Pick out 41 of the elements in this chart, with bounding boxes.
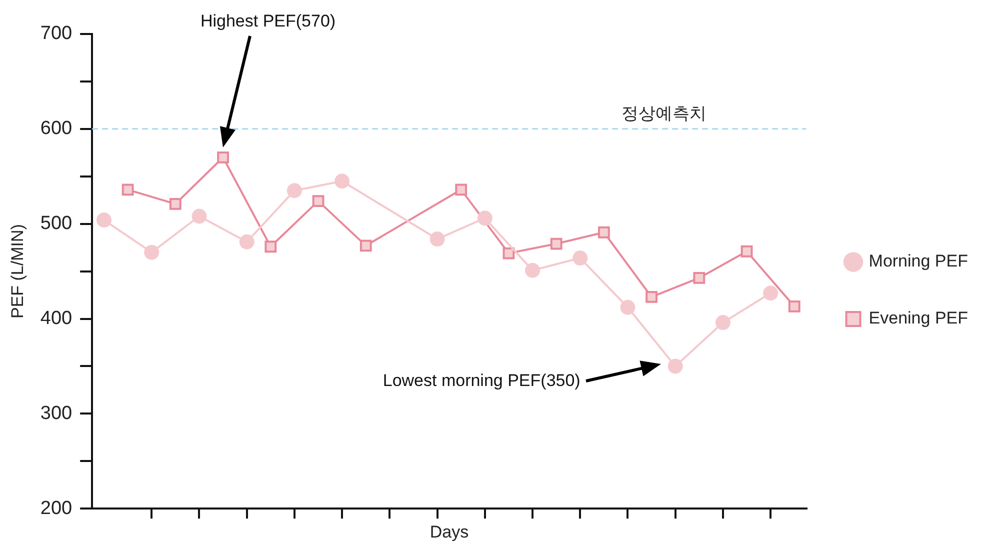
point xyxy=(740,245,753,258)
text: Highest PEF(570) xyxy=(200,12,336,31)
point xyxy=(122,184,134,196)
point xyxy=(620,300,636,315)
point xyxy=(169,198,182,210)
y-tick-label: 500 xyxy=(40,213,72,234)
point xyxy=(572,250,588,266)
point xyxy=(693,272,706,284)
point xyxy=(550,238,562,250)
point xyxy=(312,195,324,208)
point xyxy=(96,212,112,228)
ref-line-label: 정상예측치 xyxy=(621,104,706,124)
point xyxy=(334,174,350,189)
point xyxy=(264,240,277,253)
y-tick-label: 300 xyxy=(40,402,72,424)
legend-label: Evening PEF xyxy=(868,308,968,328)
point xyxy=(598,226,610,238)
point xyxy=(525,262,540,278)
point xyxy=(217,151,229,164)
y-tick-label: 700 xyxy=(40,23,72,44)
point xyxy=(239,234,254,250)
annotation: Lowest morning PEF(350) xyxy=(382,370,580,390)
point xyxy=(286,183,302,198)
x-axis-title: Days xyxy=(430,522,469,542)
y-tick-label: 200 xyxy=(40,498,72,519)
point xyxy=(502,247,515,260)
point xyxy=(430,232,445,247)
point xyxy=(477,210,492,226)
point xyxy=(763,286,778,301)
point xyxy=(360,240,372,252)
point xyxy=(646,290,658,303)
point xyxy=(788,300,800,312)
y-tick-label: 400 xyxy=(40,308,72,329)
point xyxy=(715,315,730,330)
point xyxy=(192,208,207,224)
y-axis-title: PEF (L/MIN) xyxy=(8,224,27,319)
point xyxy=(144,244,160,260)
y-tick-label: 600 xyxy=(40,118,72,140)
point xyxy=(668,358,683,374)
point xyxy=(455,184,468,196)
legend-label: Morning PEF xyxy=(868,252,968,271)
